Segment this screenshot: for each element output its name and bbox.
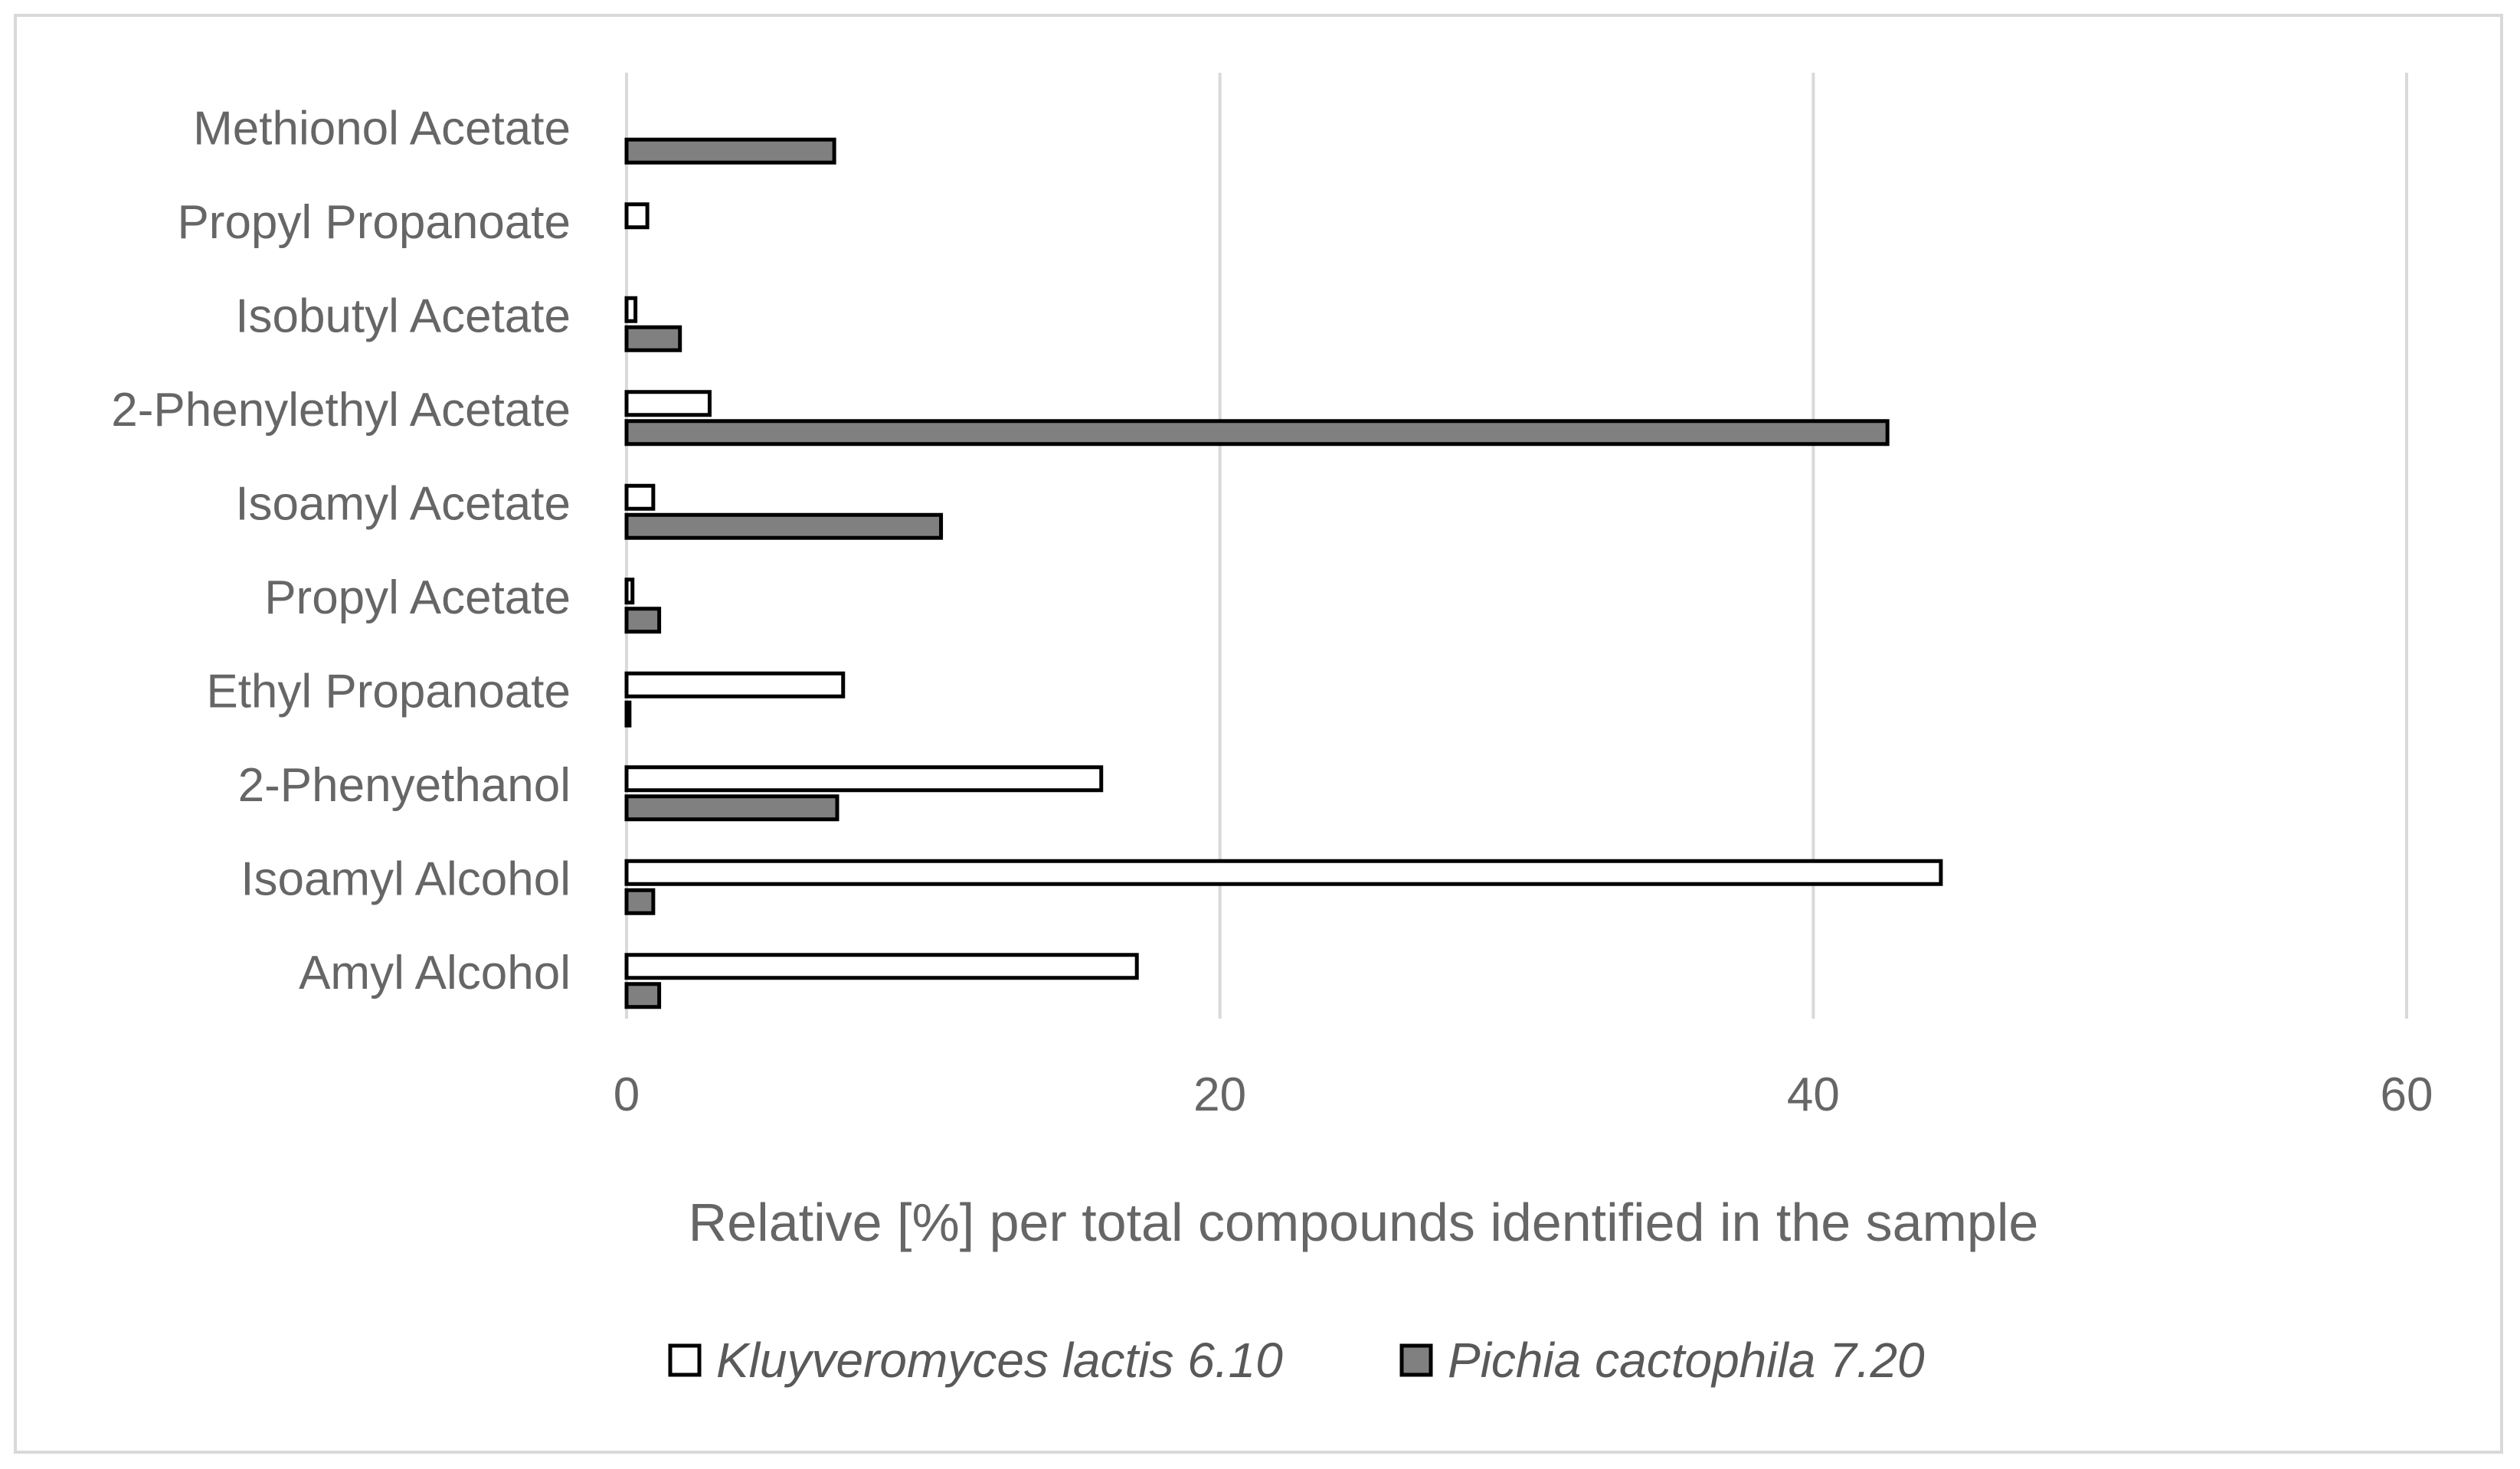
category-label: Methionol Acetate (193, 102, 571, 155)
bar-pichia (624, 137, 836, 165)
legend-label: Kluyveromyces lactis 6.10 (716, 1333, 1283, 1388)
x-tick-label: 40 (1787, 1068, 1840, 1121)
category-label: Ethyl Propanoate (206, 665, 571, 718)
category-label: Isoamyl Acetate (235, 477, 571, 530)
bar-kluyveromyces (624, 390, 712, 417)
category-labels: Amyl Alcohol Isoamyl Alcohol 2-Phenyethano… (111, 102, 571, 1000)
x-axis-title: Relative [%] per total compounds identif… (689, 1193, 2039, 1252)
bar-pichia (624, 607, 662, 634)
category-label: 2-Phenylethyl Acetate (111, 384, 571, 437)
bar-pichia (624, 700, 632, 728)
bars (624, 137, 1943, 1009)
bar-kluyveromyces (624, 953, 1139, 980)
legend-swatch (1399, 1343, 1433, 1377)
legend: Kluyveromyces lactis 6.10 Pichia cactophi… (668, 1333, 1925, 1388)
x-tick-label: 0 (614, 1068, 640, 1121)
category-label: Isoamyl Alcohol (241, 852, 571, 905)
bar-pichia (624, 794, 839, 822)
bar-pichia (624, 888, 656, 915)
bar-pichia (624, 512, 944, 540)
bar-kluyveromyces (624, 483, 656, 511)
category-label: Isobutyl Acetate (235, 290, 571, 342)
legend-label: Pichia cactophila 7.20 (1448, 1333, 1925, 1388)
bar-kluyveromyces (624, 671, 846, 699)
bar-pichia (624, 325, 682, 352)
category-label: Propyl Acetate (264, 571, 571, 624)
bar-pichia (624, 419, 1890, 447)
bar-kluyveromyces (624, 765, 1104, 793)
bar-kluyveromyces (624, 577, 635, 605)
x-tick-label: 60 (2381, 1068, 2433, 1121)
bar-pichia (624, 982, 662, 1009)
x-tick-labels: 0 20 40 60 (614, 1068, 2433, 1121)
bar-kluyveromyces (624, 296, 638, 323)
legend-swatch (668, 1343, 702, 1377)
category-label: Propyl Propanoate (177, 196, 571, 249)
chart-frame (14, 14, 2503, 1454)
category-label: Amyl Alcohol (299, 947, 571, 1000)
bar-kluyveromyces (624, 202, 650, 230)
category-label: 2-Phenyethanol (238, 759, 571, 812)
x-tick-label: 20 (1193, 1068, 1246, 1121)
bar-kluyveromyces (624, 859, 1943, 886)
